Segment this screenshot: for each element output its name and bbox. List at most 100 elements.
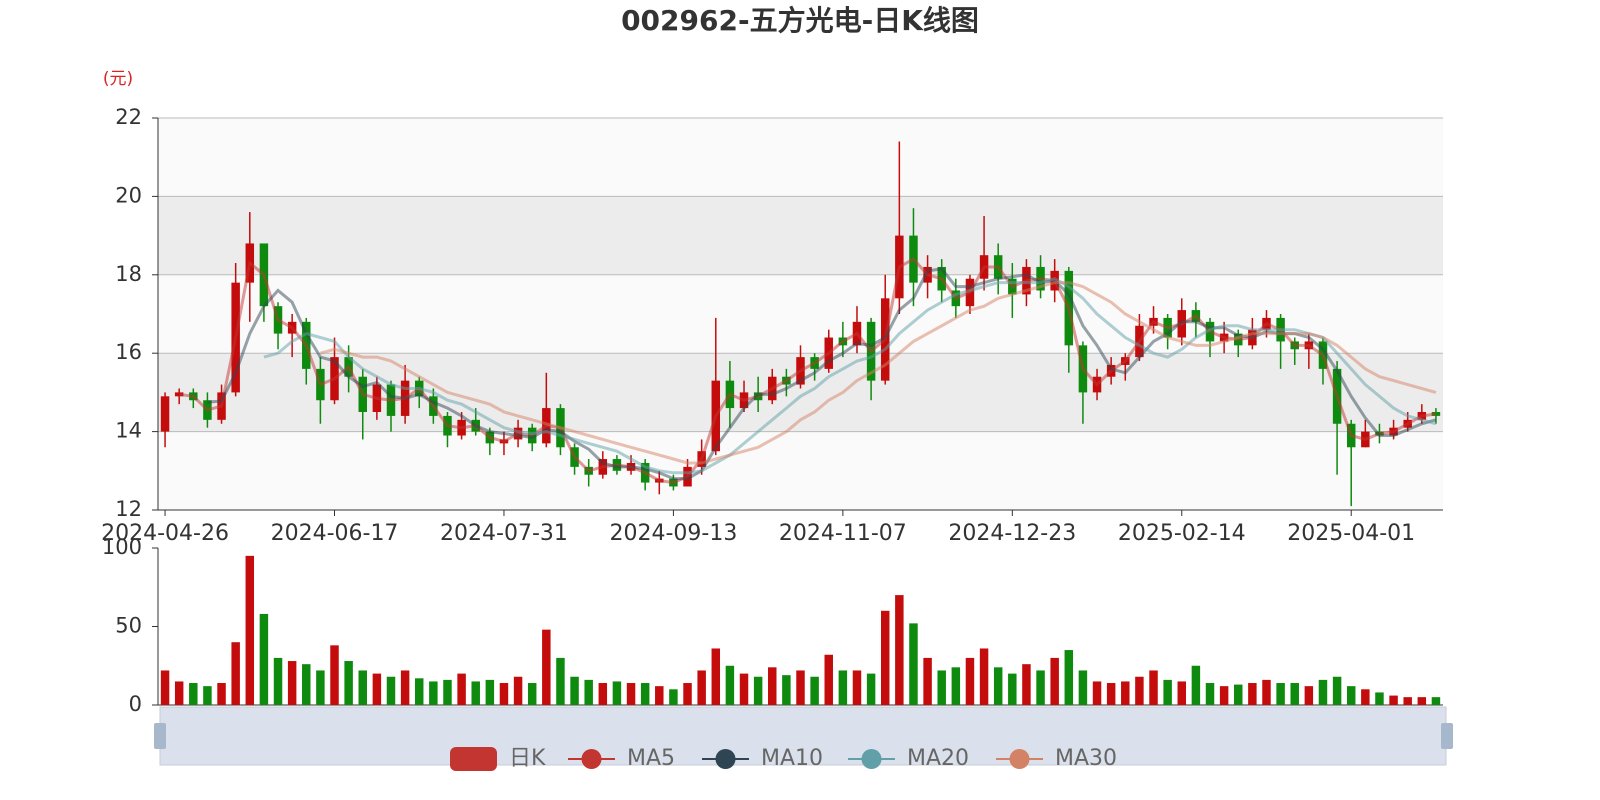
volume-bar <box>909 623 918 705</box>
volume-bar <box>1234 684 1243 705</box>
volume-bar <box>965 657 975 705</box>
candle-body <box>160 396 170 432</box>
zoom-track[interactable] <box>159 706 1447 766</box>
volume-bar <box>937 670 946 705</box>
volume-bar <box>485 679 495 705</box>
volume-bar <box>513 676 523 705</box>
split-area <box>158 118 1443 197</box>
volume-bar <box>358 670 367 705</box>
volume-bar <box>979 648 989 705</box>
x-tick-label: 2024-06-17 <box>271 521 399 546</box>
volume-bar <box>259 613 269 705</box>
volume-bar <box>1219 686 1229 705</box>
volume-bar <box>1078 670 1088 705</box>
volume-bar <box>527 683 537 705</box>
volume-bar <box>1417 697 1427 705</box>
volume-bar <box>160 670 170 705</box>
volume-bar <box>796 670 805 705</box>
volume-bar <box>1036 670 1045 705</box>
legend-item[interactable]: MA20 <box>848 746 969 771</box>
x-tick-label: 2024-12-23 <box>948 521 1076 546</box>
legend-swatch <box>1009 749 1030 769</box>
volume-bar <box>852 670 862 705</box>
x-tick-label: 2025-02-14 <box>1118 521 1246 546</box>
volume-bar <box>655 686 664 705</box>
volume-bar <box>1163 679 1172 705</box>
volume-tick-label: 50 <box>115 614 142 638</box>
volume-bar <box>457 673 466 705</box>
volume-bar <box>499 683 509 705</box>
volume-bar <box>1121 681 1130 705</box>
y-tick-label: 22 <box>115 105 142 129</box>
volume-bar <box>287 661 297 705</box>
volume-bar <box>725 665 735 705</box>
volume-bar <box>1276 683 1285 705</box>
candle-body <box>1431 412 1441 416</box>
data-zoom[interactable] <box>154 706 1453 766</box>
volume-bar <box>302 664 311 705</box>
volume-bar <box>626 683 636 705</box>
volume-bar <box>612 681 622 705</box>
ma-line <box>263 277 1437 475</box>
legend-item[interactable]: 日K <box>450 746 546 771</box>
legend-item[interactable]: MA30 <box>996 746 1117 771</box>
volume-bar <box>838 670 848 705</box>
volume-bar <box>330 645 339 705</box>
volume-bar <box>1177 681 1186 705</box>
volume-bar <box>951 667 961 705</box>
volume-bar <box>753 676 763 705</box>
volume-tick-label: 100 <box>102 535 142 559</box>
zoom-handle[interactable] <box>154 723 166 749</box>
volume-bar <box>471 681 480 705</box>
volume-bar <box>429 681 438 705</box>
legend-swatch <box>581 749 602 769</box>
y-unit: (元) <box>103 69 133 89</box>
volume-tick-label: 0 <box>129 692 142 716</box>
volume-bar <box>895 595 904 705</box>
ma-line <box>178 257 1437 485</box>
volume-bar <box>1389 695 1398 705</box>
volume-bar <box>316 670 325 705</box>
volume-bar <box>1149 670 1158 705</box>
volume-bar <box>443 679 452 705</box>
volume-bar <box>1361 689 1370 705</box>
volume-bar <box>245 555 255 705</box>
volume-bar <box>1092 681 1102 705</box>
volume-bar <box>1318 679 1328 705</box>
volume-bar <box>1346 686 1356 705</box>
volume-bar <box>231 642 240 705</box>
ma-line <box>207 267 1437 481</box>
volume-bar <box>1375 692 1384 705</box>
volume-bar <box>189 683 198 705</box>
legend-item[interactable]: MA5 <box>568 746 675 771</box>
legend-swatch <box>450 747 497 771</box>
volume-bar <box>598 683 608 705</box>
y-tick-label: 12 <box>115 497 142 521</box>
legend-label: MA5 <box>627 746 675 771</box>
volume-bar <box>570 676 579 705</box>
volume-bar <box>810 676 819 705</box>
split-area <box>158 196 1443 275</box>
zoom-handle[interactable] <box>1441 723 1453 749</box>
volume-bar <box>203 686 212 705</box>
volume-bar <box>1191 665 1201 705</box>
volume-bar <box>542 629 551 705</box>
volume-bar <box>344 661 353 705</box>
volume-bar <box>1248 683 1257 705</box>
legend-label: MA30 <box>1055 746 1117 771</box>
legend-item[interactable]: MA10 <box>702 746 823 771</box>
volume-bar <box>824 654 833 705</box>
candle-body <box>174 392 184 397</box>
volume-bar <box>683 683 692 705</box>
volume-bar <box>669 689 678 705</box>
volume-bar <box>866 673 876 705</box>
volume-bar <box>923 657 932 705</box>
y-tick-label: 14 <box>115 419 142 443</box>
volume-bar <box>711 648 721 705</box>
volume-bar <box>1106 683 1116 705</box>
volume-bar <box>217 683 226 705</box>
legend-label: MA20 <box>907 746 969 771</box>
volume-bar <box>1064 650 1074 705</box>
volume-bar <box>556 657 565 705</box>
volume-bar <box>1403 697 1412 705</box>
